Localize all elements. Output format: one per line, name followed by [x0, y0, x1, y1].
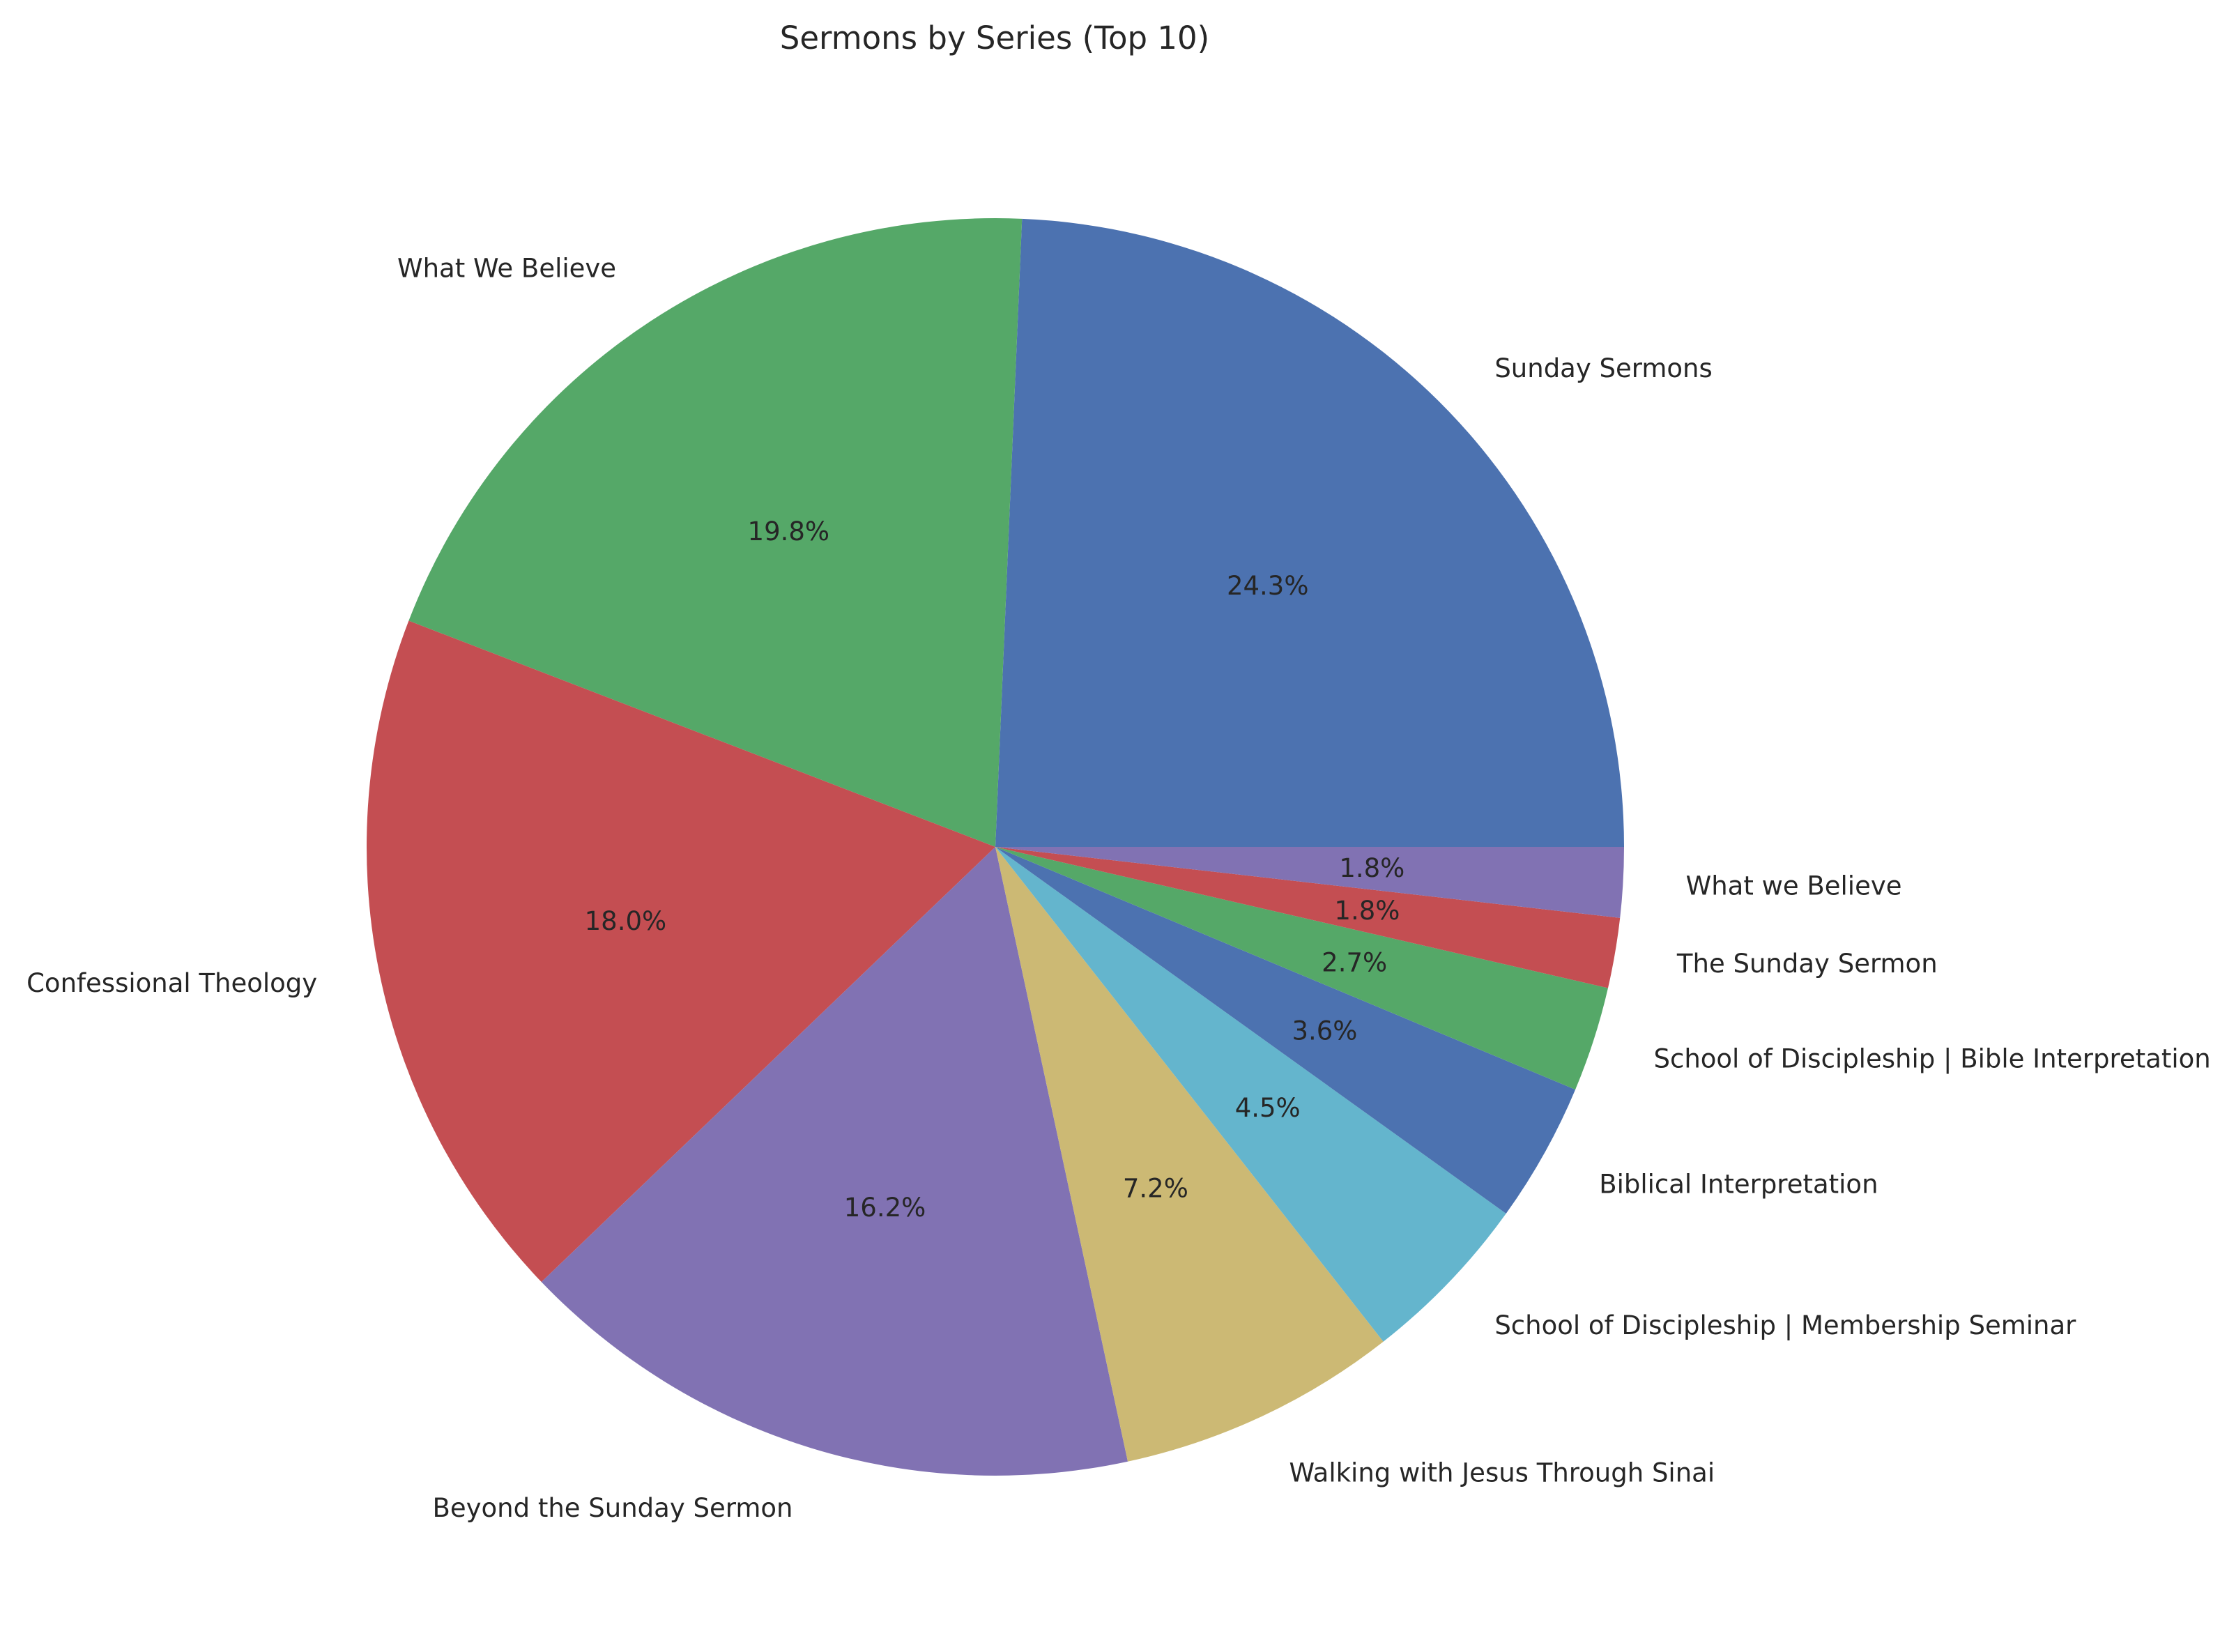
pct-label-sunday-sermons-0: 24.3% [1227, 571, 1309, 601]
pct-label-the-sunday-sermon-8: 1.8% [1334, 896, 1400, 926]
pct-label-what-we-believe-9: 1.8% [1339, 853, 1404, 883]
slice-label-biblical-interpretation-6: Biblical Interpretation [1599, 1169, 1878, 1199]
slice-label-confessional-theology-2: Confessional Theology [26, 968, 317, 998]
slice-what-we-believe-9 [995, 847, 1624, 918]
pct-label-beyond-the-sunday-sermon-3: 16.2% [844, 1193, 926, 1223]
slice-label-the-sunday-sermon-8: The Sunday Sermon [1676, 949, 1938, 979]
slice-what-we-believe-1 [408, 218, 1023, 847]
slice-label-school-of-discipleship-membership-seminar-5: School of Discipleship | Membership Semi… [1494, 1310, 2076, 1340]
pie-slices [367, 218, 1624, 1476]
slice-label-walking-with-jesus-through-sinai-4: Walking with Jesus Through Sinai [1289, 1458, 1715, 1488]
pct-label-what-we-believe-1: 19.8% [748, 517, 830, 546]
pct-label-confessional-theology-2: 18.0% [585, 906, 667, 936]
slice-sunday-sermons-0 [995, 218, 1624, 847]
slice-label-sunday-sermons-0: Sunday Sermons [1494, 353, 1712, 383]
slice-beyond-the-sunday-sermon-3 [541, 847, 1128, 1476]
slice-walking-with-jesus-through-sinai-4 [995, 847, 1384, 1462]
slice-label-beyond-the-sunday-sermon-3: Beyond the Sunday Sermon [432, 1493, 793, 1523]
pct-label-school-of-discipleship-bible-interpretation-7: 2.7% [1322, 947, 1387, 977]
pct-label-school-of-discipleship-membership-seminar-5: 4.5% [1235, 1093, 1301, 1123]
slice-confessional-theology-2 [367, 620, 995, 1283]
slice-label-what-we-believe-9: What we Believe [1686, 871, 1902, 901]
slice-biblical-interpretation-6 [995, 847, 1576, 1214]
slice-labels: Sunday Sermons What We Believe Confessiona… [26, 254, 2211, 1524]
slice-the-sunday-sermon-8 [995, 847, 1621, 988]
percentage-labels: 24.3% 19.8% 18.0% 16.2% 7.2% 4.5% 3.6% 2.7% 1.8%… [585, 517, 1405, 1223]
slice-label-what-we-believe-1: What We Believe [397, 254, 616, 284]
pct-label-walking-with-jesus-through-sinai-4: 7.2% [1123, 1173, 1188, 1203]
slice-school-of-discipleship-bible-interpretation-7 [995, 847, 1608, 1090]
slice-label-school-of-discipleship-bible-interpretation-7: School of Discipleship | Bible Interpret… [1654, 1043, 2211, 1073]
pct-label-biblical-interpretation-6: 3.6% [1292, 1016, 1357, 1046]
chart-title: Sermons by Series (Top 10) [780, 20, 1209, 56]
slice-school-of-discipleship-membership-seminar-5 [995, 847, 1506, 1342]
